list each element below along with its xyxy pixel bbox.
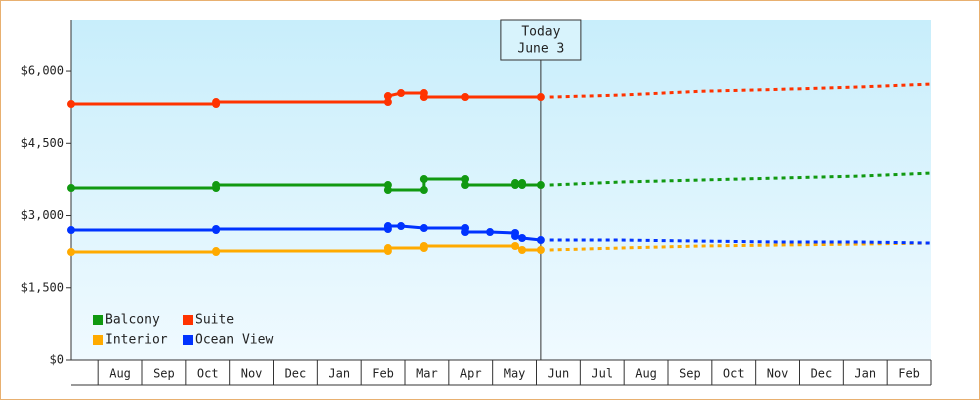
legend-swatch bbox=[93, 335, 103, 345]
point bbox=[511, 232, 520, 241]
point bbox=[397, 89, 406, 98]
legend-swatch bbox=[93, 315, 103, 325]
point bbox=[383, 92, 392, 101]
forecast-line bbox=[549, 82, 932, 99]
x-tick-label: Nov bbox=[767, 367, 789, 381]
legend-swatch bbox=[183, 335, 193, 345]
x-tick-label: Jan bbox=[328, 367, 350, 381]
x-tick-label: Jun bbox=[548, 367, 570, 381]
point bbox=[383, 186, 392, 195]
point bbox=[212, 98, 221, 107]
forecast-line bbox=[549, 171, 932, 187]
x-tick-label: Apr bbox=[460, 367, 482, 381]
point bbox=[518, 181, 527, 190]
legend-label: Ocean View bbox=[195, 333, 273, 348]
point bbox=[212, 181, 221, 190]
x-tick-label: Oct bbox=[197, 367, 219, 381]
y-tick-label: $3,000 bbox=[21, 208, 64, 222]
x-tick-label: May bbox=[504, 367, 526, 381]
point bbox=[419, 175, 428, 184]
point bbox=[511, 242, 520, 251]
point bbox=[486, 228, 495, 237]
y-tick-label: $1,500 bbox=[21, 280, 64, 294]
plot-area bbox=[71, 20, 931, 360]
point bbox=[461, 228, 470, 237]
legend-label: Suite bbox=[195, 313, 234, 328]
point bbox=[536, 93, 545, 102]
x-tick-label: Mar bbox=[416, 367, 438, 381]
point bbox=[461, 181, 470, 190]
point bbox=[383, 98, 392, 107]
point bbox=[461, 93, 470, 102]
today-label: June 3 bbox=[517, 42, 564, 57]
y-tick-label: $6,000 bbox=[21, 64, 64, 78]
today-label: Today bbox=[521, 25, 560, 40]
point bbox=[518, 234, 527, 243]
y-tick-label: $4,500 bbox=[21, 136, 64, 150]
x-tick-label: Jul bbox=[591, 367, 613, 381]
x-tick-label: Dec bbox=[285, 367, 307, 381]
point bbox=[67, 248, 75, 257]
y-tick-label: $0 bbox=[50, 353, 64, 367]
point bbox=[383, 244, 392, 253]
point bbox=[536, 181, 545, 190]
x-tick-label: Feb bbox=[898, 367, 920, 381]
x-tick-label: Sep bbox=[153, 367, 175, 381]
x-tick-label: Oct bbox=[723, 367, 745, 381]
today-box bbox=[500, 19, 582, 61]
legend-swatch bbox=[183, 315, 193, 325]
x-tick-label: Sep bbox=[679, 367, 701, 381]
point bbox=[536, 236, 545, 245]
point bbox=[419, 242, 428, 251]
x-tick-label: Dec bbox=[811, 367, 833, 381]
point bbox=[67, 226, 75, 235]
point bbox=[67, 184, 75, 193]
point bbox=[536, 246, 545, 255]
legend-label: Balcony bbox=[105, 313, 160, 328]
point bbox=[67, 100, 75, 109]
x-tick-label: Aug bbox=[109, 367, 131, 381]
point bbox=[518, 246, 527, 255]
x-tick-label: Feb bbox=[372, 367, 394, 381]
point bbox=[212, 225, 221, 234]
point bbox=[419, 186, 428, 195]
point bbox=[461, 175, 470, 184]
forecast-line bbox=[549, 241, 932, 252]
x-tick-label: Jan bbox=[854, 367, 876, 381]
x-tick-label: Aug bbox=[635, 367, 657, 381]
point bbox=[397, 222, 406, 231]
forecast-line bbox=[549, 238, 932, 245]
point bbox=[212, 247, 221, 256]
point bbox=[419, 224, 428, 233]
point bbox=[383, 222, 392, 231]
x-tick-label: Nov bbox=[241, 367, 263, 381]
point bbox=[419, 93, 428, 102]
point bbox=[511, 179, 520, 188]
legend-label: Interior bbox=[105, 333, 168, 348]
